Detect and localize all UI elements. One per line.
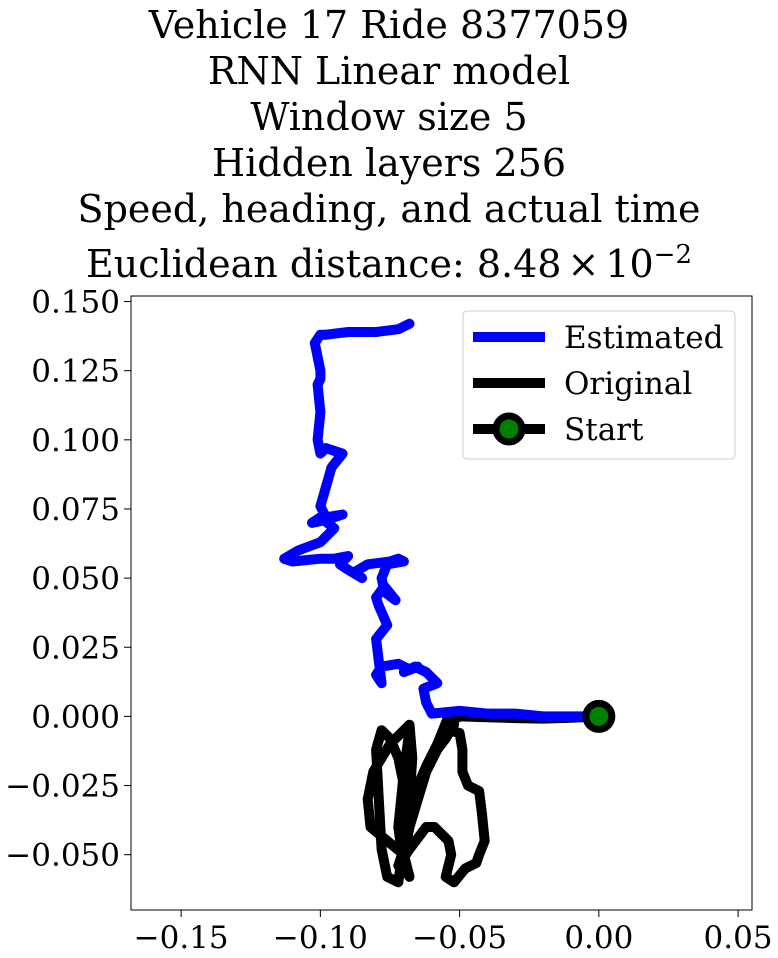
y-tick-label: 0.150 (31, 285, 120, 321)
metric-times: × (567, 242, 600, 286)
x-tick-label: −0.05 (412, 920, 507, 956)
x-tick-label: −0.10 (273, 920, 368, 956)
metric-prefix: Euclidean distance: (86, 242, 477, 286)
series-layer (279, 318, 616, 888)
title-line-window: Window size 5 (250, 95, 528, 139)
y-tick-label: −0.050 (5, 838, 120, 874)
title-line-features: Speed, heading, and actual time (77, 187, 701, 231)
x-tick-label: −0.15 (134, 920, 229, 956)
y-tick-label: 0.050 (31, 561, 120, 597)
legend-start-marker (492, 412, 526, 446)
metric-exponent: −2 (653, 240, 692, 270)
x-tick-label: 0.00 (564, 920, 633, 956)
start-marker (582, 699, 616, 733)
y-tick-label: 0.125 (31, 354, 120, 390)
y-tick-label: 0.025 (31, 630, 120, 666)
axes-frame (130, 295, 753, 911)
legend-label-estimated: Estimated (564, 320, 723, 356)
legend: Estimated Original Start (462, 310, 736, 460)
title-line-hidden-layers: Hidden layers 256 (211, 141, 567, 185)
chart-title: Vehicle 17 Ride 8377059 RNN Linear model… (0, 2, 778, 287)
y-tick-label: −0.025 (5, 769, 120, 805)
title-line-metric: Euclidean distance: 8.48 × 10−2 (0, 232, 778, 287)
x-tick-label: 0.05 (704, 920, 773, 956)
metric-mantissa: 8.48 (476, 242, 562, 286)
y-tick-label: 0.075 (31, 492, 120, 528)
legend-label-start: Start (564, 412, 644, 448)
legend-label-original: Original (564, 366, 692, 402)
series-line-original (362, 711, 604, 888)
series-line-estimated (279, 318, 604, 722)
title-line-model: RNN Linear model (207, 49, 571, 93)
title-line-vehicle: Vehicle 17 Ride 8377059 (148, 3, 630, 47)
ticks-layer: −0.15 −0.10 −0.05 0.00 0.05 0.150 0.125 0.100 0.… (5, 285, 772, 956)
metric-base: 10 (605, 242, 654, 286)
y-tick-label: 0.000 (31, 699, 120, 735)
legend-box (462, 310, 736, 460)
y-tick-label: 0.100 (31, 423, 120, 459)
